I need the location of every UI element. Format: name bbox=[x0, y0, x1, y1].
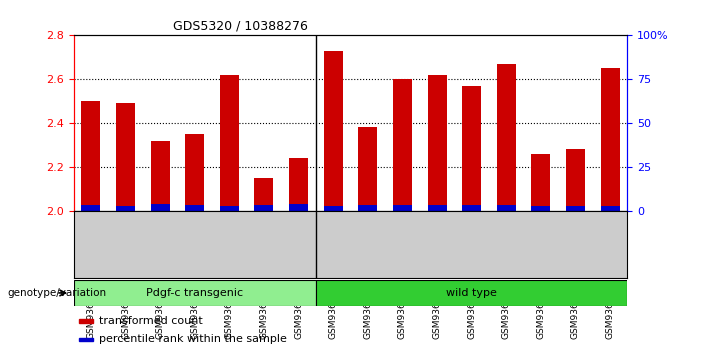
Bar bbox=[79, 338, 93, 341]
Bar bbox=[79, 319, 93, 323]
Bar bbox=[601, 206, 620, 211]
Text: transformed count: transformed count bbox=[99, 316, 203, 326]
Bar bbox=[185, 205, 204, 211]
Bar bbox=[81, 205, 100, 211]
Bar bbox=[566, 206, 585, 211]
Bar bbox=[254, 205, 273, 211]
Bar bbox=[116, 103, 135, 211]
Bar bbox=[358, 127, 377, 211]
Bar bbox=[566, 149, 585, 211]
Bar bbox=[220, 75, 239, 211]
Bar bbox=[324, 206, 343, 211]
Bar bbox=[393, 79, 412, 211]
Bar bbox=[151, 204, 170, 211]
Bar bbox=[428, 75, 447, 211]
Text: percentile rank within the sample: percentile rank within the sample bbox=[99, 335, 287, 344]
Bar bbox=[185, 134, 204, 211]
Bar bbox=[393, 205, 412, 211]
Bar bbox=[358, 205, 377, 211]
FancyBboxPatch shape bbox=[316, 280, 627, 306]
Bar bbox=[254, 178, 273, 211]
Bar bbox=[497, 205, 516, 211]
Text: genotype/variation: genotype/variation bbox=[7, 288, 106, 298]
Bar bbox=[497, 64, 516, 211]
Bar bbox=[289, 158, 308, 211]
Bar bbox=[151, 141, 170, 211]
Bar bbox=[324, 51, 343, 211]
FancyBboxPatch shape bbox=[74, 280, 316, 306]
Bar bbox=[289, 204, 308, 211]
Bar bbox=[81, 101, 100, 211]
Bar bbox=[462, 86, 481, 211]
Text: wild type: wild type bbox=[447, 288, 497, 298]
Bar bbox=[601, 68, 620, 211]
Text: GDS5320 / 10388276: GDS5320 / 10388276 bbox=[173, 20, 308, 33]
Text: Pdgf-c transgenic: Pdgf-c transgenic bbox=[147, 288, 243, 298]
Bar bbox=[428, 205, 447, 211]
Bar bbox=[462, 205, 481, 211]
Bar bbox=[116, 206, 135, 211]
Bar bbox=[531, 154, 550, 211]
Bar bbox=[220, 206, 239, 211]
Bar bbox=[531, 206, 550, 211]
